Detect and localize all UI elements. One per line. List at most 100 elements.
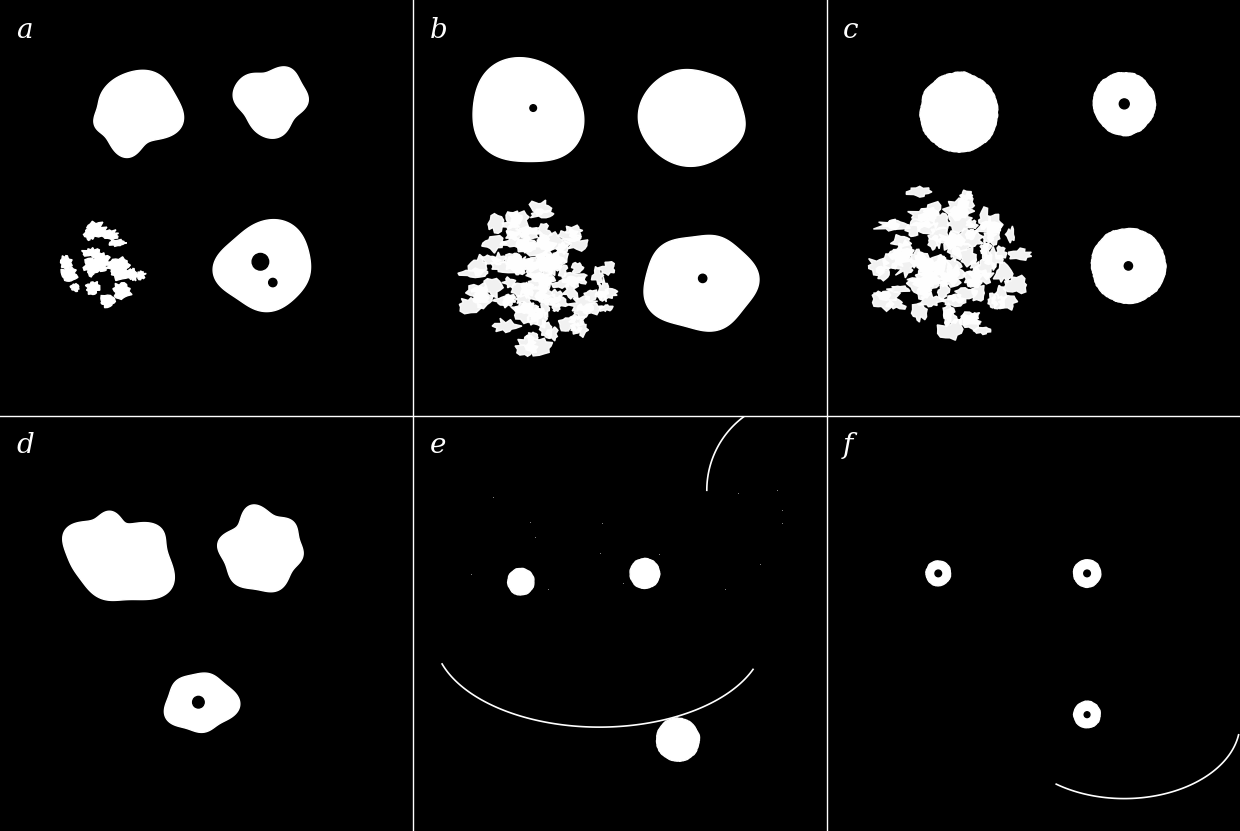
Polygon shape (572, 263, 584, 273)
Polygon shape (598, 277, 609, 302)
Polygon shape (946, 258, 962, 273)
Polygon shape (961, 312, 981, 325)
Polygon shape (920, 258, 935, 278)
Polygon shape (531, 209, 554, 218)
Polygon shape (546, 252, 567, 273)
Text: b: b (430, 17, 448, 43)
Polygon shape (503, 294, 515, 308)
Polygon shape (513, 264, 527, 273)
Polygon shape (888, 248, 903, 259)
Polygon shape (919, 265, 945, 278)
Polygon shape (960, 192, 975, 213)
Polygon shape (552, 289, 562, 302)
Polygon shape (591, 267, 604, 285)
Polygon shape (546, 327, 558, 341)
Polygon shape (970, 260, 980, 273)
Polygon shape (84, 221, 107, 237)
Polygon shape (872, 291, 894, 312)
Polygon shape (469, 254, 487, 276)
Polygon shape (100, 230, 119, 240)
Polygon shape (993, 263, 1013, 283)
Polygon shape (892, 259, 916, 278)
Polygon shape (492, 318, 522, 332)
Polygon shape (978, 207, 992, 229)
Polygon shape (972, 283, 985, 301)
Polygon shape (71, 283, 79, 292)
Polygon shape (487, 214, 503, 234)
Polygon shape (526, 273, 553, 282)
Polygon shape (83, 256, 105, 273)
Polygon shape (558, 317, 578, 332)
Polygon shape (558, 229, 582, 242)
Polygon shape (916, 254, 932, 272)
Polygon shape (1094, 72, 1156, 135)
Polygon shape (511, 302, 538, 323)
Polygon shape (517, 242, 529, 252)
Polygon shape (885, 298, 906, 309)
Polygon shape (558, 265, 568, 277)
Polygon shape (136, 271, 146, 280)
Polygon shape (552, 278, 573, 288)
Polygon shape (527, 238, 557, 261)
Polygon shape (557, 243, 568, 254)
Polygon shape (491, 252, 506, 265)
Circle shape (192, 696, 205, 708)
Polygon shape (506, 222, 521, 238)
Polygon shape (528, 307, 544, 320)
Polygon shape (552, 303, 560, 312)
Polygon shape (924, 208, 937, 216)
Polygon shape (86, 282, 99, 294)
Circle shape (935, 570, 941, 577)
Polygon shape (526, 332, 538, 340)
Polygon shape (474, 292, 494, 308)
Polygon shape (474, 295, 489, 302)
Polygon shape (899, 239, 911, 260)
Polygon shape (873, 290, 900, 300)
Polygon shape (877, 267, 889, 281)
Polygon shape (928, 235, 939, 250)
Polygon shape (967, 278, 982, 288)
Polygon shape (539, 294, 560, 305)
Polygon shape (492, 296, 516, 305)
Polygon shape (952, 247, 976, 267)
Polygon shape (996, 285, 1007, 302)
Polygon shape (644, 235, 759, 331)
Polygon shape (233, 66, 309, 138)
Polygon shape (109, 239, 126, 246)
Polygon shape (562, 273, 588, 282)
Polygon shape (982, 232, 997, 243)
Polygon shape (910, 249, 923, 269)
Polygon shape (562, 276, 578, 288)
Polygon shape (165, 673, 239, 732)
Polygon shape (942, 198, 968, 220)
Polygon shape (960, 312, 981, 330)
Polygon shape (94, 253, 110, 268)
Polygon shape (517, 236, 534, 249)
Polygon shape (112, 267, 129, 281)
Polygon shape (1074, 560, 1101, 588)
Polygon shape (935, 232, 966, 249)
Polygon shape (934, 254, 946, 271)
Polygon shape (526, 338, 553, 356)
Polygon shape (516, 238, 533, 253)
Polygon shape (1074, 701, 1100, 728)
Polygon shape (82, 248, 102, 258)
Polygon shape (484, 278, 503, 298)
Polygon shape (471, 286, 487, 295)
Polygon shape (518, 335, 536, 349)
Polygon shape (513, 255, 526, 274)
Polygon shape (518, 240, 542, 250)
Polygon shape (541, 299, 549, 318)
Polygon shape (458, 268, 487, 278)
Polygon shape (596, 262, 615, 275)
Polygon shape (940, 269, 961, 288)
Polygon shape (656, 718, 699, 761)
Polygon shape (988, 214, 1003, 234)
Polygon shape (579, 303, 605, 315)
Polygon shape (536, 235, 551, 251)
Polygon shape (534, 249, 562, 275)
Polygon shape (538, 270, 556, 284)
Text: e: e (430, 432, 446, 459)
Polygon shape (987, 225, 999, 245)
Polygon shape (944, 308, 957, 327)
